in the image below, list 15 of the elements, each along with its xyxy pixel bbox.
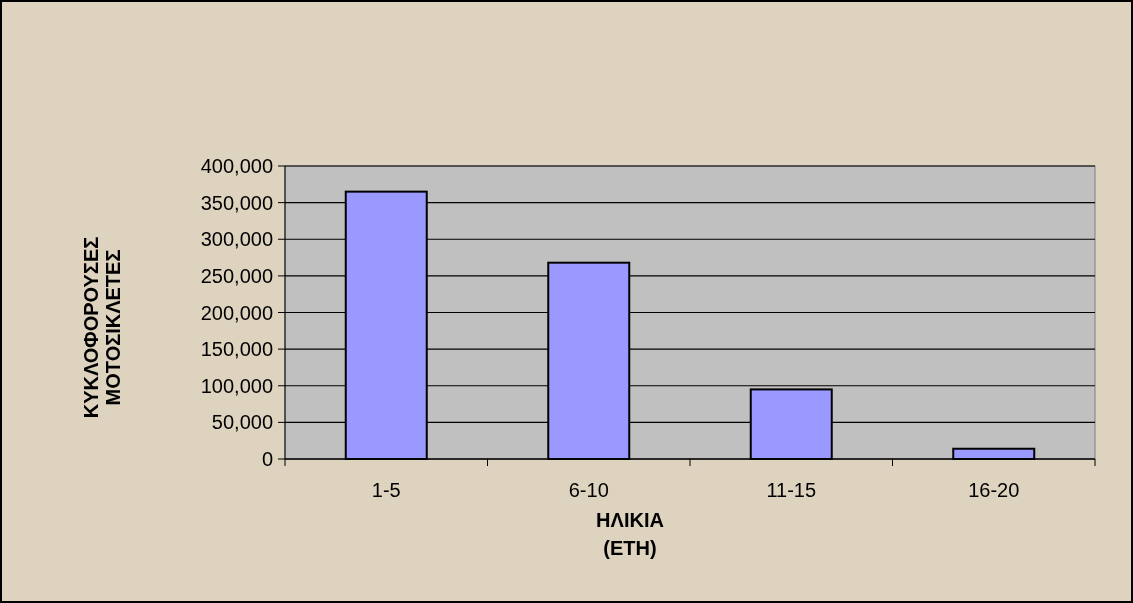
y-axis-title: ΚΥΚΛΟΦΟΡΟΥΣΕΣ ΜΟΤΟΣΙΚΛΕΤΕΣ bbox=[80, 236, 124, 419]
x-tick-label: 1-5 bbox=[371, 479, 401, 501]
y-tick-label: 50,000 bbox=[211, 411, 273, 434]
x-tick-label: 6-10 bbox=[568, 479, 609, 501]
y-tick-label: 350,000 bbox=[200, 191, 273, 214]
x-tick-label: 11-15 bbox=[766, 479, 817, 501]
y-tick-label: 250,000 bbox=[200, 264, 273, 287]
x-tick-label: 16-20 bbox=[968, 479, 1020, 501]
y-tick-label: 150,000 bbox=[200, 338, 273, 361]
y-tick-label: 400,000 bbox=[200, 155, 273, 177]
x-axis-title: ΗΛΙΚΙΑ (ΕΤΗ) bbox=[596, 509, 664, 559]
y-tick-label: 300,000 bbox=[200, 228, 273, 251]
y-tick-label: 100,000 bbox=[200, 374, 273, 397]
y-tick-label: 200,000 bbox=[200, 301, 273, 324]
y-tick-label: 0 bbox=[261, 448, 273, 470]
